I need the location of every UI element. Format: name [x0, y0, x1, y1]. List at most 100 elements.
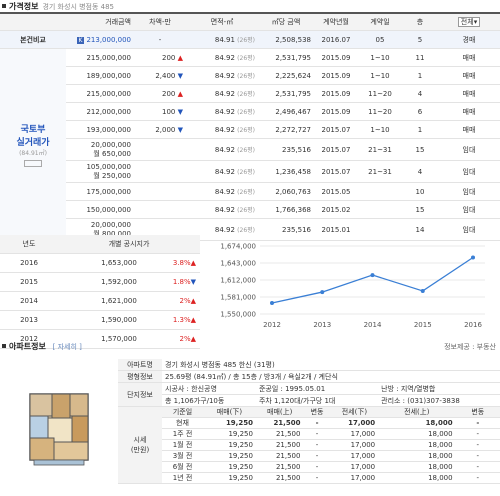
compare-area-type: (26평): [237, 37, 255, 44]
price-row: 212,000,000 100 ▼ 84.92 (26평) 2,496,467 2015…: [0, 102, 500, 121]
small-image-icon: [24, 160, 42, 167]
header-unit-price: ㎡당 금액: [258, 12, 314, 31]
deal-kind: 매매: [438, 66, 500, 85]
market-header-row: 시세 (만원) 기준일 매매(下) 매매(上) 변동 전세(下) 전세(上) 변동: [118, 406, 500, 484]
deal-kind: 매매: [438, 120, 500, 139]
official-pct: 2%: [179, 335, 191, 343]
deal-kind: 임대: [438, 160, 500, 183]
x-tick-label: 2012: [263, 321, 281, 329]
arrow-up-icon: ▲: [190, 297, 196, 305]
official-year: 2012: [0, 329, 58, 349]
price-table-header-row: 거래금액 차액-만 면적-㎡ ㎡당 금액 계약년월 계약일 층 전체▾: [0, 12, 500, 31]
market-label: 시세: [133, 436, 147, 444]
diff-cell: 2,000 ▼: [134, 120, 186, 139]
official-year: 2013: [0, 310, 58, 330]
area-type: (26평): [237, 169, 255, 176]
area-type: (26평): [237, 91, 255, 98]
area: 84.92: [214, 108, 235, 116]
market-cell: -: [303, 472, 331, 484]
contract-ym: 2015.05: [314, 182, 358, 201]
price: 175,000,000: [86, 187, 131, 196]
arrow-down-icon: ▼: [175, 125, 183, 134]
market-cell: -: [455, 428, 500, 440]
compare-ym: 2016.07: [314, 30, 358, 49]
price: 189,000,000: [86, 71, 131, 80]
contract-ym: 2015.09: [314, 84, 358, 103]
market-cell: 21,500: [255, 450, 304, 462]
diff: 200: [162, 53, 176, 62]
market-row: 6월 전 19,250 21,500-17,000 18,000-: [118, 461, 500, 473]
detail-link[interactable]: [ 자세히 ]: [52, 343, 82, 351]
area: 84.92: [214, 188, 235, 196]
deal-kind: 임대: [438, 138, 500, 161]
official-year: 2016: [0, 253, 58, 273]
area: 84.92: [214, 90, 235, 98]
apt-name-row: 아파트명 경기 화성시 병점동 485 한신 (31평): [118, 359, 500, 371]
apt-parking: 주차 1,120대/가구당 1대: [255, 394, 379, 407]
price-row: 215,000,000 200 ▲ 84.92 (26평) 2,531,795 2015…: [0, 84, 500, 103]
price-row: 150,000,000 84.92 (26평) 1,766,368 2015.02 15…: [0, 200, 500, 219]
contract-day: 21~31: [358, 138, 402, 161]
unit-price: 1,766,368: [258, 200, 314, 219]
auction-tag-icon: K: [76, 36, 85, 44]
diff-cell: [134, 138, 186, 161]
market-cell: -: [455, 461, 500, 473]
market-cell: -: [455, 472, 500, 484]
unit-price: 1,236,458: [258, 160, 314, 183]
deal-kind: 매매: [438, 84, 500, 103]
area-cell: 84.92 (26평): [186, 102, 258, 121]
price-cell: 215,000,000: [66, 48, 134, 67]
apt-builder: 시공사 : 한신공영: [162, 382, 256, 395]
market-cell: -: [303, 417, 331, 429]
price-row: 국토부 실거래가 (84.91㎡) 215,000,000 200 ▲ 84.92 (26…: [0, 48, 500, 241]
filter-select[interactable]: 전체▾: [438, 12, 500, 31]
monthly-rent: 월 650,000: [93, 149, 131, 158]
y-tick-label: 1,550,000: [220, 311, 256, 319]
diff-cell: [134, 200, 186, 219]
compare-row: 본건비교 K 213,000,000 - 84.91 (26평) 2,508,53…: [0, 30, 500, 49]
official-price-chart: 1,674,000 1,643,000 1,612,000 1,581,000 1,55…: [220, 243, 485, 329]
market-cell: 19,250: [202, 439, 256, 451]
header-blank: [0, 12, 66, 31]
market-cell: 17,000: [330, 439, 379, 451]
market-cell: 21,500: [255, 417, 304, 429]
contract-day: 1~10: [358, 48, 402, 67]
area-cell: 84.92 (26평): [186, 48, 258, 67]
side-label-2: 실거래가: [16, 138, 50, 148]
deal-kind: 매매: [438, 102, 500, 121]
chevron-down-icon: ▾: [473, 18, 478, 26]
compare-day: 05: [358, 30, 402, 49]
compare-unit: 2,508,538: [258, 30, 314, 49]
contract-ym: 2015.07: [314, 138, 358, 161]
x-tick-label: 2016: [464, 321, 482, 329]
side-label-cell: 국토부 실거래가 (84.91㎡): [0, 48, 66, 241]
unit-price: 235,516: [258, 218, 314, 241]
market-cell: 17,000: [330, 450, 379, 462]
data-point: [370, 273, 375, 278]
official-change: 1.3%▲: [140, 310, 200, 330]
price-cell: 175,000,000: [66, 182, 134, 201]
official-row: 2012 1,570,000 2%▲: [0, 329, 200, 349]
compare-price: 213,000,000: [86, 35, 131, 44]
area: 84.92: [214, 54, 235, 62]
market-header: 전세(下): [330, 406, 379, 418]
apt-layout-label: 평형정보: [118, 370, 162, 383]
price-cell: 212,000,000: [66, 102, 134, 121]
arrow-up-icon: ▲: [175, 89, 183, 98]
unit-price: 2,531,795: [258, 48, 314, 67]
official-change: 1.8%▼: [140, 272, 200, 292]
area-type: (26평): [237, 227, 255, 234]
floor: 4: [402, 160, 438, 183]
price-cell: 193,000,000: [66, 120, 134, 139]
diff-cell: 100 ▼: [134, 102, 186, 121]
area: 84.92: [214, 168, 235, 176]
market-cell: 17,000: [330, 461, 379, 473]
compare-label: 본건비교: [0, 30, 66, 49]
contract-ym: 2015.09: [314, 48, 358, 67]
contract-ym: 2015.02: [314, 200, 358, 219]
y-tick-label: 1,674,000: [220, 243, 256, 251]
diff: 100: [162, 107, 176, 116]
official-price-table: 년도 개별 공시지가 2016 1,653,000 3.8%▲ 2015 1,592,0…: [0, 235, 200, 349]
area-cell: 84.92 (26평): [186, 138, 258, 161]
area: 84.92: [214, 126, 235, 134]
